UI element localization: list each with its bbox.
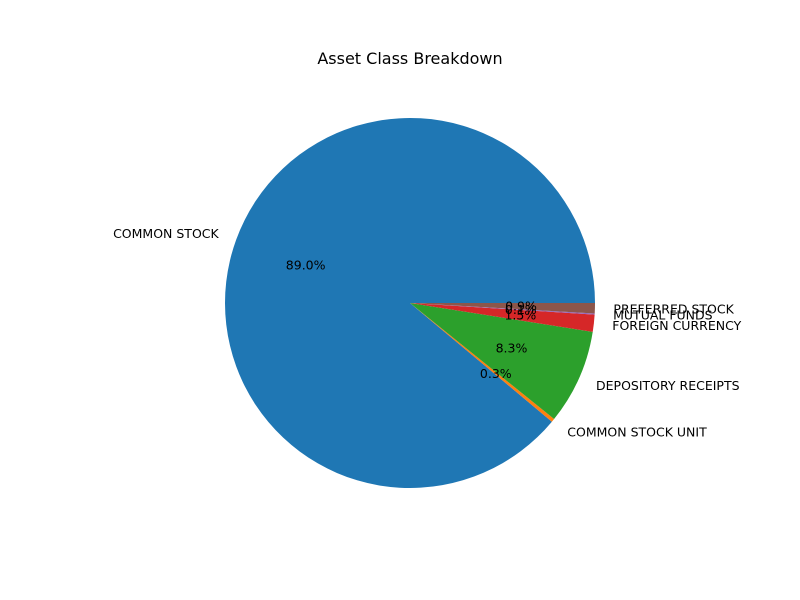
slice-label-preferred-stock: PREFERRED STOCK [613,301,734,316]
percent-labels: 89.0% 0.3% 8.3% 1.5%0.1%0.9% [286,258,537,381]
pie-slice-foreign-currency [410,303,595,332]
slice-label-common-stock-unit: COMMON STOCK UNIT [567,425,707,440]
pie-slice-preferred-stock [410,303,595,314]
slice-label-depository-receipts: DEPOSITORY RECEIPTS [596,378,740,393]
slice-label-foreign-currency: FOREIGN CURRENCY [612,318,741,333]
slice-label-common-stock: COMMON STOCK [113,226,219,241]
slice-labels: COMMON STOCK COMMON STOCK UNIT DEPOSITORY … [113,226,742,440]
percent-label-common-stock-unit: 0.3% [480,366,512,381]
pie-slices [224,117,595,488]
percent-label-common-stock: 89.0% [286,258,326,273]
percent-label-mutual-funds: 0.1% [505,302,537,317]
percent-label-preferred-stock: 0.9% [505,299,537,314]
slice-label-mutual-funds: MUTUAL FUNDS [613,308,713,323]
percent-label-depository-receipts: 8.3% [496,341,528,356]
pie-slice-depository-receipts [410,303,593,420]
pie-slice-common-stock [224,117,595,488]
percent-label-foreign-currency: 1.5% [504,308,536,323]
pie-slice-mutual-funds [410,303,595,315]
pie-slice-common-stock-unit [410,303,555,422]
chart-title: Asset Class Breakdown [317,49,502,68]
